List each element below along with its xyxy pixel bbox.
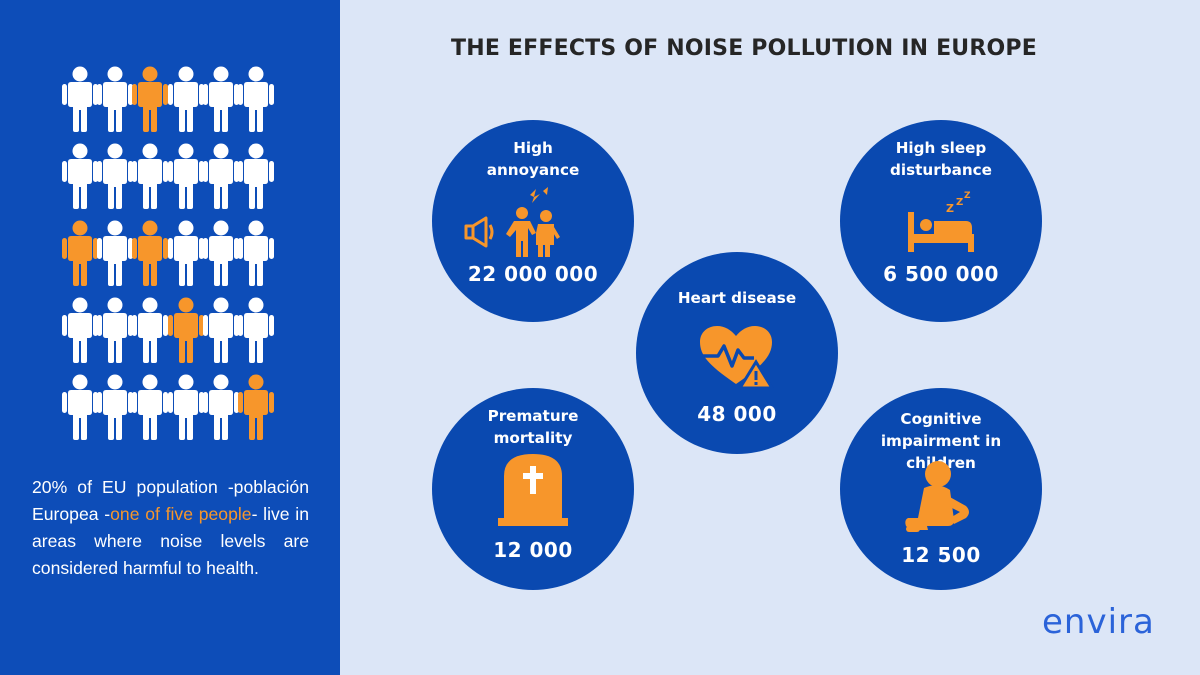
stat-circle-high-sleep-disturbance: High sleep disturbance Z Z Z 6 500 000 (840, 120, 1042, 322)
stat-text-part1: 20% of EU population -población Europea … (32, 477, 309, 524)
stat-value-premature-mortality: 12 000 (493, 538, 573, 562)
person-icon (167, 220, 204, 286)
population-stat-text: 20% of EU population -población Europea … (32, 474, 309, 582)
person-icon (202, 143, 239, 209)
person-icon (97, 143, 134, 209)
person-icon (202, 297, 239, 363)
sad-child-icon (904, 460, 978, 536)
stat-label-heart-disease: Heart disease (677, 289, 797, 307)
stat-value-cognitive-impairment: 12 500 (901, 543, 981, 567)
person-icon-highlighted (238, 374, 274, 440)
gravestone-icon (496, 450, 570, 528)
stat-circle-cognitive-impairment: Cognitive impairment in children 12 500 (840, 388, 1042, 590)
person-icon (97, 374, 134, 440)
person-icon-highlighted (132, 220, 169, 286)
stat-text-part2: - live in areas where noise levels are c… (32, 504, 310, 578)
person-icon (202, 374, 239, 440)
person-icon-highlighted (132, 66, 169, 132)
person-icon (62, 143, 98, 209)
envira-logo: envira (1042, 602, 1166, 643)
stat-circle-premature-mortality: Premature mortality 12 000 (432, 388, 634, 590)
person-icon (132, 143, 169, 209)
person-icon (132, 374, 169, 440)
person-icon (97, 297, 134, 363)
stat-label-high-sleep-disturbance: High sleep disturbance (890, 139, 992, 179)
page-title: THE EFFECTS OF NOISE POLLUTION IN EUROPE (451, 36, 1037, 61)
person-icon-highlighted (167, 297, 204, 363)
person-icon (97, 66, 134, 132)
svg-text:envira: envira (1042, 603, 1155, 642)
svg-text:Z: Z (956, 197, 963, 208)
person-icon (238, 220, 274, 286)
person-icon (62, 374, 98, 440)
person-icon (132, 297, 169, 363)
person-icon (62, 66, 98, 132)
person-icon (97, 220, 134, 286)
people-grid (62, 66, 278, 446)
person-icon (238, 143, 274, 209)
person-icon (238, 297, 274, 363)
person-icon (167, 374, 204, 440)
stat-label-high-annoyance: High annoyance (486, 139, 580, 179)
svg-text:Z: Z (964, 191, 971, 201)
stat-value-high-annoyance: 22 000 000 (467, 262, 599, 286)
person-icon (62, 297, 98, 363)
person-icon (238, 66, 274, 132)
heart-warning-icon (696, 324, 778, 390)
person-icon-highlighted (62, 220, 98, 286)
person-icon (202, 66, 239, 132)
stat-circle-high-annoyance: High annoyance 22 000 000 (432, 120, 634, 322)
stat-value-high-sleep-disturbance: 6 500 000 (883, 262, 999, 286)
person-icon (167, 143, 204, 209)
stat-label-premature-mortality: Premature mortality (487, 407, 579, 447)
left-panel: 20% of EU population -población Europea … (0, 0, 340, 675)
stat-circle-heart-disease: Heart disease 48 000 (636, 252, 838, 454)
person-icon (167, 66, 204, 132)
sleeping-person-icon: Z Z Z (904, 190, 980, 252)
person-icon (202, 220, 239, 286)
stat-text-highlight: one of five people (110, 504, 252, 524)
stat-value-heart-disease: 48 000 (697, 402, 777, 426)
svg-text:Z: Z (946, 202, 954, 215)
megaphone-argument-icon (462, 185, 602, 257)
